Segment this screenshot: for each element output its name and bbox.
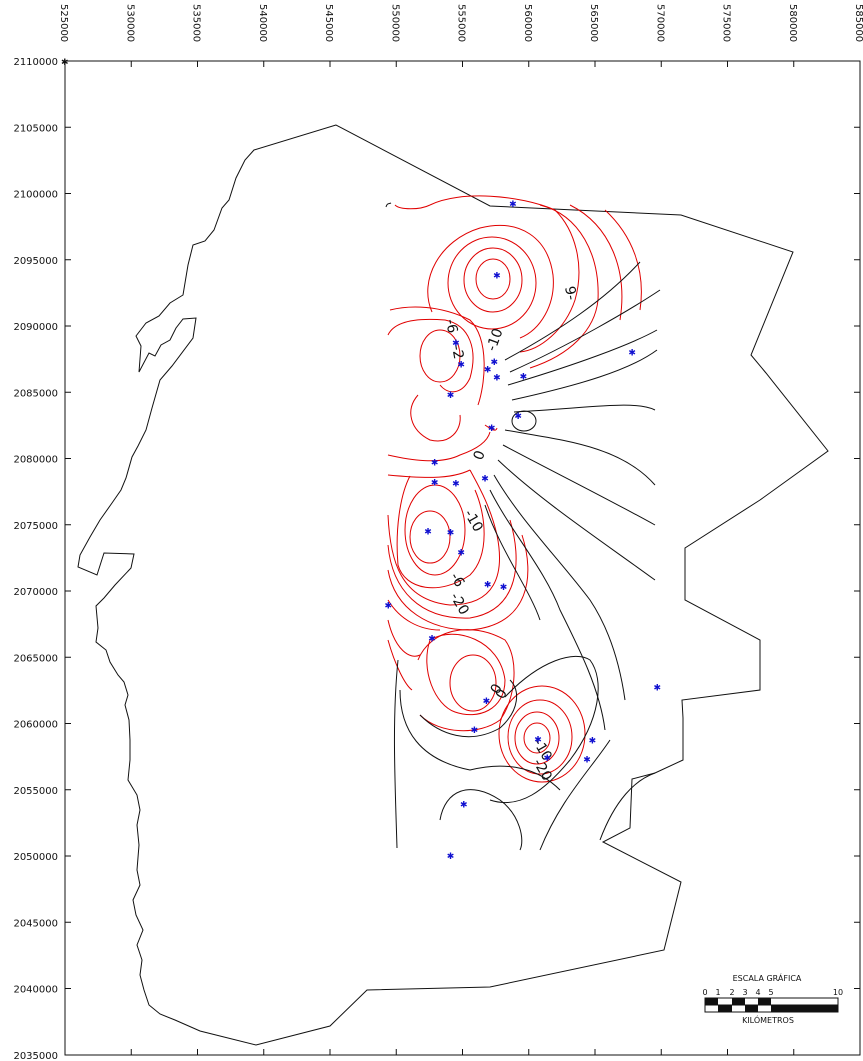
well-marker-icon: ✱ (654, 684, 662, 694)
x-axis-ticks: 525000 530000 535000 540000 545000 550000 5550… (58, 4, 863, 1055)
well-marker-icon: ✱ (583, 755, 591, 765)
scale-number: 3 (742, 988, 747, 997)
x-tick-label: 535000 (191, 4, 202, 42)
well-marker-icon: ✱ (500, 583, 508, 593)
positive-contours (385, 202, 661, 851)
scale-number: 2 (729, 988, 734, 997)
y-axis-ticks: 2110000 2105000 2100000 2095000 2090000 20850… (13, 57, 860, 1061)
well-marker-icon: ✱ (471, 726, 479, 736)
contour-label: 9- (561, 285, 579, 302)
well-marker-icon: ✱ (520, 372, 528, 382)
well-marker-icon: ✱ (628, 349, 636, 359)
contour-label: -10 (484, 326, 507, 353)
x-tick-label: 575000 (721, 4, 732, 42)
scale-number: 10 (833, 988, 843, 997)
x-tick-label: 530000 (124, 4, 135, 42)
well-marker-icon: ✱ (428, 635, 436, 645)
well-marker-icon: ✱ (491, 358, 499, 368)
y-tick-label: 2080000 (13, 455, 58, 466)
well-marker-icon: ✱ (488, 424, 496, 434)
well-marker-icon: ✱ (514, 412, 522, 422)
well-marker-icon: ✱ (493, 272, 501, 282)
y-tick-label: 2075000 (13, 521, 58, 532)
well-marker-icon: ✱ (447, 852, 455, 862)
well-marker-icon: ✱ (457, 549, 465, 559)
x-tick-label: 560000 (522, 4, 533, 42)
scale-bar: ESCALA GRÁFICA 0 1 2 3 4 5 10 KILÓMETROS (702, 972, 843, 1025)
y-tick-label: 2040000 (13, 985, 58, 996)
well-marker-icon: ✱ (385, 602, 393, 612)
x-tick-label: 540000 (257, 4, 268, 42)
x-tick-label: 570000 (654, 4, 665, 42)
scale-number: 5 (768, 988, 773, 997)
x-tick-label: 555000 (456, 4, 467, 42)
well-marker-icon: ✱ (483, 697, 491, 707)
y-tick-label: 2100000 (13, 190, 58, 201)
scale-title: ESCALA GRÁFICA (733, 972, 802, 983)
scale-number: 1 (715, 988, 720, 997)
y-tick-label: 2105000 (13, 123, 58, 134)
contour-label: -2 (448, 344, 466, 361)
contour-label: -6 (442, 318, 460, 335)
x-tick-label: 550000 (389, 4, 400, 42)
well-marker-icon: ✱ (484, 580, 492, 590)
well-marker-icon: ✱ (534, 735, 542, 745)
contour-label: 0 (471, 449, 489, 463)
well-marker-icon: ✱ (447, 529, 455, 539)
scale-units: KILÓMETROS (742, 1014, 794, 1025)
well-marker-icon: ✱ (452, 339, 460, 349)
y-tick-label: 2085000 (13, 388, 58, 399)
well-marker-icon: ✱ (460, 800, 468, 810)
well-marker-icon: ✱ (431, 478, 439, 488)
well-marker-icon: ✱ (544, 754, 552, 764)
well-marker-icon: ✱ (457, 360, 465, 370)
well-marker-icon: ✱ (431, 458, 439, 468)
well-marker-icon: ✱ (509, 200, 517, 210)
well-marker-icon: ✱ (424, 527, 432, 537)
y-tick-label: 2065000 (13, 653, 58, 664)
y-tick-label: 2035000 (13, 1051, 58, 1061)
x-tick-label: 565000 (588, 4, 599, 42)
well-marker-icon: ✱ (589, 737, 597, 747)
x-tick-label: 525000 (58, 4, 69, 42)
y-tick-label: 2070000 (13, 587, 58, 598)
y-tick-label: 2095000 (13, 256, 58, 267)
scale-number: 4 (755, 988, 760, 997)
contour-label: -6 (447, 570, 468, 590)
negative-contours (387, 195, 642, 783)
y-tick-label: 2090000 (13, 322, 58, 333)
x-tick-label: 585000 (853, 4, 863, 42)
y-tick-label: 2055000 (13, 786, 58, 797)
well-markers: ✱✱✱✱✱✱✱ ✱✱✱✱✱✱✱ ✱✱ ✱✱✱ ✱✱✱✱✱✱✱✱✱ ✱✱✱✱ (385, 200, 662, 862)
scale-number: 0 (702, 988, 707, 997)
well-marker-icon: ✱ (447, 391, 455, 401)
y-tick-label: 2110000 (13, 57, 58, 68)
x-tick-label: 580000 (787, 4, 798, 42)
x-tick-label: 545000 (323, 4, 334, 42)
y-tick-label: 2060000 (13, 720, 58, 731)
y-tick-label: 2050000 (13, 852, 58, 863)
y-tick-label: 2045000 (13, 918, 58, 929)
well-marker-icon: ✱ (493, 374, 501, 384)
scale-numbers: 0 1 2 3 4 5 10 (702, 988, 843, 997)
territory-outline (77, 124, 829, 1046)
well-marker-icon: ✱ (484, 366, 492, 376)
contour-label: -20 (447, 590, 472, 618)
well-marker-icon: ✱ (452, 480, 460, 490)
well-marker-icon: ✱ (481, 474, 489, 484)
